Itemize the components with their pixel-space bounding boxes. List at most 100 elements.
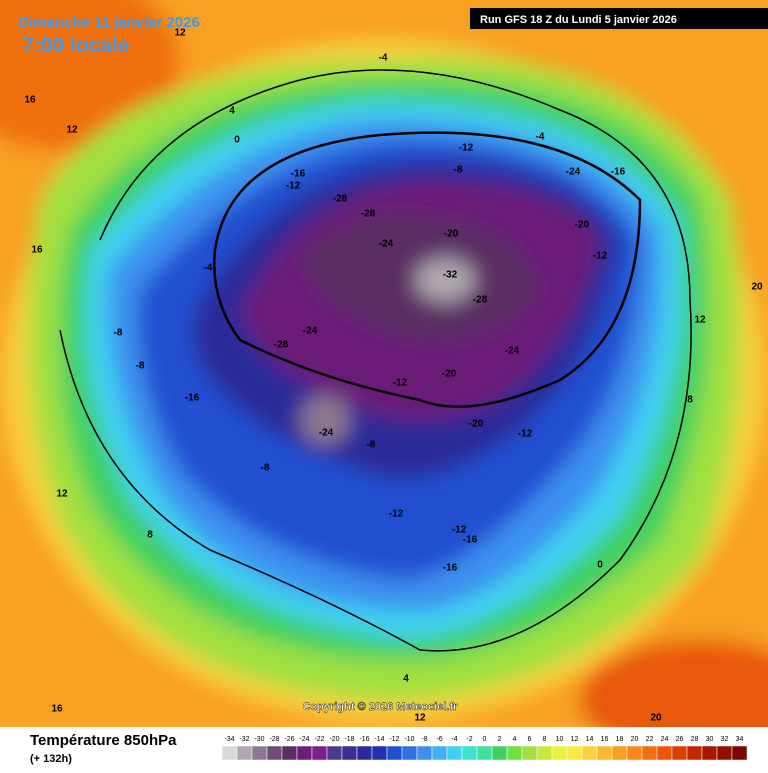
scale-label: -22 (314, 736, 324, 743)
contour-label: -12 (452, 525, 467, 536)
contour-label: -8 (136, 361, 145, 372)
scale-swatch (356, 745, 373, 761)
scale-label: 4 (513, 736, 517, 743)
scale-swatch (416, 745, 433, 761)
contour-label: -16 (443, 563, 458, 574)
scale-swatch (716, 745, 733, 761)
contour-label: -12 (286, 181, 301, 192)
contour-label: 12 (56, 489, 68, 500)
contour-label: -28 (274, 340, 289, 351)
contour-label: -24 (303, 326, 318, 337)
scale-swatch (656, 745, 673, 761)
scale-swatch (221, 745, 238, 761)
scale-label: 34 (736, 736, 744, 743)
scale-label: -2 (466, 736, 472, 743)
scale-swatch (596, 745, 613, 761)
scale-swatch (671, 745, 688, 761)
date: Dimanche 11 janvier 2026 (18, 14, 200, 31)
scale-swatch (371, 745, 388, 761)
contour-label: -20 (575, 220, 590, 231)
scale-label: 2 (498, 736, 502, 743)
contour-label: -8 (454, 165, 463, 176)
contour-label: 20 (751, 282, 763, 293)
contour-label: -20 (442, 369, 457, 380)
contour-label: -24 (319, 428, 334, 439)
contour-label: -4 (379, 53, 388, 64)
scale-swatch (326, 745, 343, 761)
scale-label: 22 (646, 736, 654, 743)
scale-label: -20 (329, 736, 339, 743)
contour-label: 8 (687, 395, 693, 406)
run-box (470, 8, 768, 29)
legend-title: Température 850hPa (30, 732, 177, 749)
scale-label: 30 (706, 736, 714, 743)
color-scale: -34 -32 -30 -28 -26 -24 -22 -20 -18 -16 -14 -12 -10-… (221, 736, 748, 761)
scale-swatch (551, 745, 568, 761)
contour-label: 0 (234, 135, 240, 146)
scale-label: 32 (721, 736, 729, 743)
scale-label: -26 (284, 736, 294, 743)
contour-label: 16 (31, 245, 43, 256)
contour-label: -20 (444, 229, 459, 240)
scale-swatch (386, 745, 403, 761)
scale-label: 10 (556, 736, 564, 743)
contour-label: -8 (367, 440, 376, 451)
scale-swatch (236, 745, 253, 761)
scale-label: 20 (631, 736, 639, 743)
time: 7:00 locale (22, 34, 129, 57)
scale-label: -34 (224, 736, 234, 743)
scale-label: 24 (661, 736, 669, 743)
scale-label: -8 (421, 736, 427, 743)
scale-swatch (701, 745, 718, 761)
scale-label: 16 (601, 736, 609, 743)
scale-label: -30 (254, 736, 264, 743)
scale-label: -4 (451, 736, 457, 743)
scale-label: -18 (344, 736, 354, 743)
contour-label: -12 (518, 429, 533, 440)
scale-swatch (311, 745, 328, 761)
contour-label: -16 (291, 169, 306, 180)
scale-label: -24 (299, 736, 309, 743)
contour-label: -12 (593, 251, 608, 262)
scale-swatch (341, 745, 358, 761)
contour-label: -28 (473, 295, 488, 306)
scale-label: 8 (543, 736, 547, 743)
legend-subtitle: (+ 132h) (30, 753, 72, 765)
contour-label: -20 (469, 419, 484, 430)
scale-swatch (611, 745, 628, 761)
scale-swatch (491, 745, 508, 761)
contour-label: 20 (650, 713, 662, 724)
contour-label: -12 (389, 509, 404, 520)
contour-label: -24 (566, 167, 581, 178)
scale-label: 28 (691, 736, 699, 743)
contour (213, 131, 642, 408)
scale-swatch (266, 745, 283, 761)
scale-label: -28 (269, 736, 279, 743)
contour-label: 8 (147, 530, 153, 541)
scale-swatch (521, 745, 538, 761)
scale-label: -12 (389, 736, 399, 743)
scale-swatch (251, 745, 268, 761)
scale-label: -16 (359, 736, 369, 743)
scale-swatch (581, 745, 598, 761)
contour-label: -16 (463, 535, 478, 546)
contour-label: -4 (204, 263, 213, 274)
contour-label: 12 (694, 315, 706, 326)
scale-label: -6 (436, 736, 442, 743)
scale-swatch (281, 745, 298, 761)
contour-labels: 12 16 12 0 -4 -12 -8 -16 -28 -28 -24 -20 -32 -28 -24 -2… (24, 28, 763, 724)
contour-label: 4 (403, 674, 409, 685)
scale-swatch (566, 745, 583, 761)
contour-label: -24 (379, 239, 394, 250)
scale-swatch (431, 745, 448, 761)
scale-swatch (476, 745, 493, 761)
scale-swatch (401, 745, 418, 761)
contour-label: -28 (361, 209, 376, 220)
scale-label: -32 (239, 736, 249, 743)
scale-swatch (506, 745, 523, 761)
scale-label: 14 (586, 736, 594, 743)
scale-label: 6 (528, 736, 532, 743)
contour-label: -16 (185, 393, 200, 404)
scale-label: 18 (616, 736, 624, 743)
